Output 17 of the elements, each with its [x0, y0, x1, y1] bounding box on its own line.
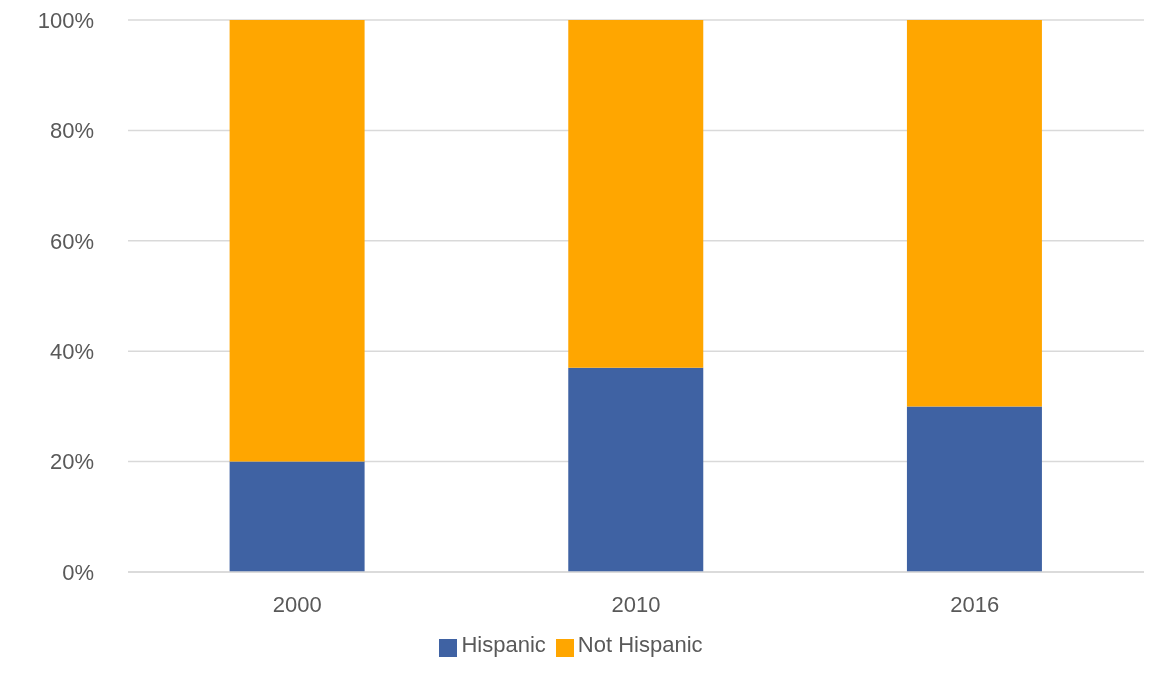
bar [229, 20, 365, 462]
bar [568, 20, 704, 368]
y-tick-label: 100% [37, 7, 94, 33]
legend-label: Not Hispanic [577, 632, 703, 657]
y-tick-label: 80% [49, 118, 94, 144]
bar [229, 461, 365, 572]
bar [568, 367, 704, 572]
x-tick-label: 2016 [950, 591, 1000, 617]
bar [906, 20, 1042, 407]
x-tick-label: 2010 [611, 591, 661, 617]
bar [906, 406, 1042, 572]
y-tick-label: 40% [49, 339, 94, 365]
x-tick-label: 2000 [272, 591, 322, 617]
y-tick-label: 20% [49, 449, 94, 475]
y-tick-label: 0% [62, 559, 94, 585]
y-tick-label: 60% [49, 228, 94, 254]
legend-label: Hispanic [461, 632, 546, 657]
